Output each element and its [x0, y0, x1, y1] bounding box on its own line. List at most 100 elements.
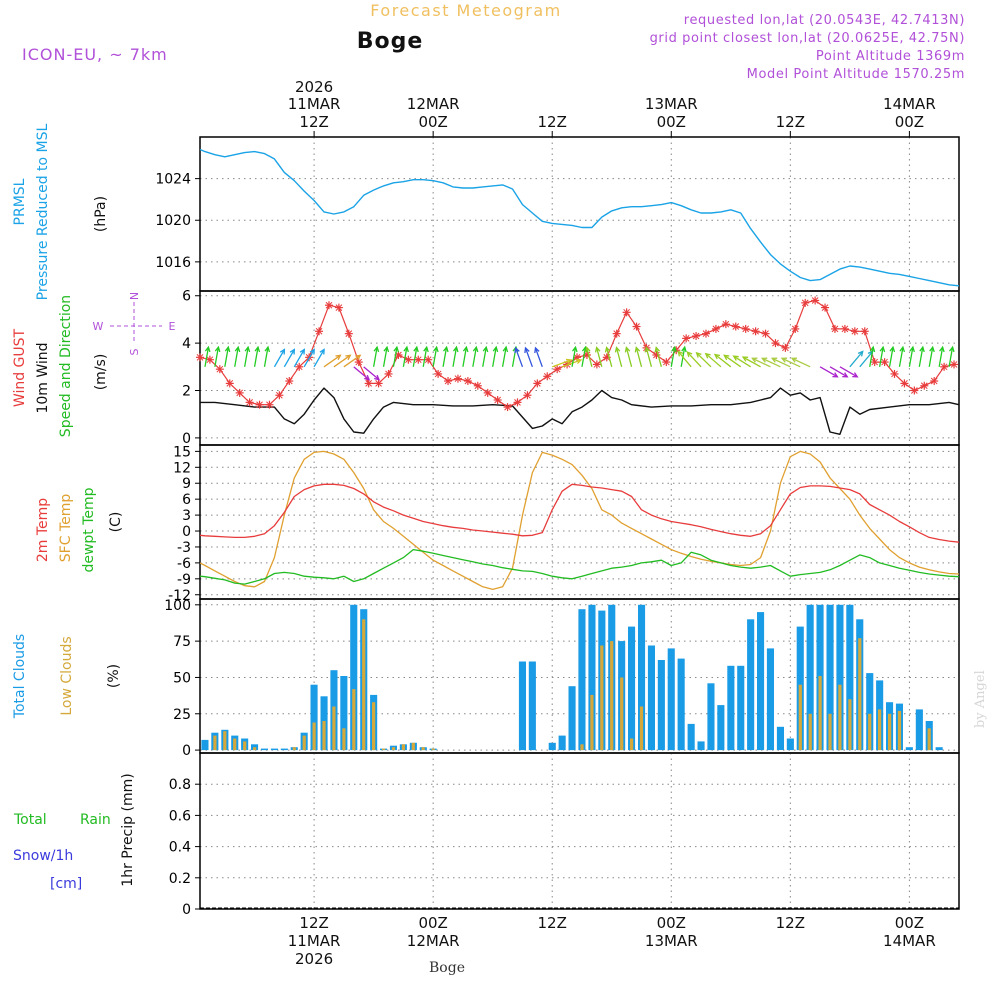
total-cloud-bar [270, 748, 278, 751]
gust-marker [623, 308, 630, 316]
wind-direction-arrowhead [482, 345, 489, 353]
gust-marker [246, 399, 253, 406]
y-tick-label: 0.2 [169, 871, 191, 887]
wind-direction-label: Speed and Direction [58, 295, 74, 437]
total-cloud-bar [727, 665, 735, 751]
gust-marker [266, 401, 273, 409]
gridpoint-coords: grid point closest lon,lat (20.0625E, 42… [650, 31, 965, 46]
wind-direction-arrow [615, 347, 623, 367]
wind-direction-arrow [303, 349, 315, 368]
panels: 1016102010240246-12-9-6-3036912150255075… [155, 136, 960, 918]
wind-direction-arrowhead [644, 346, 651, 353]
gust-marker [920, 382, 928, 390]
precip-unit: 1hr Precip (mm) [120, 773, 136, 886]
total-cloud-bar [201, 739, 209, 751]
pressure-label-1: PRMSL [12, 178, 28, 225]
y-tick-label: 4 [182, 336, 191, 352]
total-cloud-bar [757, 612, 765, 751]
low-cloud-bar [798, 684, 802, 751]
total-cloud-bar [707, 683, 715, 751]
wind-direction-arrowhead [534, 346, 540, 354]
total-cloud-bar [786, 738, 794, 751]
wind-direction-arrow [524, 347, 533, 368]
bottom-tick-date: 12MAR [407, 932, 460, 950]
wind-direction-arrow [705, 353, 722, 368]
wind-direction-arrowhead [433, 345, 439, 353]
wind-direction-arrowhead [760, 357, 768, 363]
wind-direction-arrow [571, 347, 577, 367]
top-tick-hour: 12Z [538, 113, 567, 131]
footer-location: Boge [429, 960, 465, 976]
wind-direction-arrowhead [723, 354, 730, 361]
y-tick-label: -12 [168, 588, 191, 604]
wind-direction-arrowhead [879, 345, 886, 353]
wind-direction-arrowhead [677, 350, 684, 357]
wind-direction-arrowhead [585, 346, 591, 353]
top-tick-date: 14MAR [883, 95, 936, 113]
gust-marker [901, 380, 908, 387]
total-cloud-bar [776, 726, 784, 750]
y-tick-label: 3 [182, 508, 191, 524]
gust-marker [385, 370, 392, 378]
wind-direction-arrowhead [889, 345, 896, 353]
wind-direction-arrow [551, 359, 572, 368]
sfctemp-label: SFC Temp [58, 494, 74, 563]
total-cloud-bar [657, 660, 665, 751]
gust-marker [752, 327, 759, 335]
total-cloud-bar [677, 658, 685, 751]
wind-direction-arrowhead [214, 345, 221, 353]
gust-marker [712, 325, 720, 333]
y-tick-label: 15 [173, 444, 191, 460]
gust-marker [653, 351, 660, 359]
wind-direction-arrowhead [741, 356, 749, 362]
y-tick-label: -9 [177, 572, 191, 588]
gust-marker [325, 301, 333, 309]
gust-marker [811, 297, 819, 304]
y-tick-label: 0.8 [169, 777, 191, 793]
gust-marker [930, 377, 938, 385]
gust-marker [365, 380, 373, 387]
wind-direction-arrowhead [869, 345, 876, 353]
gust-marker [722, 320, 730, 328]
wind-direction-arrowhead [939, 345, 945, 353]
gust-marker [583, 351, 591, 359]
bottom-tick-date: 13MAR [645, 932, 698, 950]
bottom-tick-hour: 12Z [538, 914, 567, 932]
gust-marker [484, 389, 492, 397]
wind-direction-arrowhead [909, 345, 915, 353]
gust-marker [940, 363, 948, 371]
top-tick-date: 13MAR [645, 95, 698, 113]
low-cloud-bar [838, 684, 842, 751]
wind-direction-arrowhead [671, 345, 677, 353]
low-cloud-bar [431, 748, 435, 751]
y-tick-label: 50 [173, 670, 191, 686]
gust-marker [841, 325, 849, 333]
low-cloud-bar [878, 709, 882, 751]
y-tick-label: 0 [182, 743, 191, 759]
wind-direction-arrowhead [383, 345, 390, 353]
y-tick-label: -3 [177, 540, 191, 556]
wind-direction-arrowhead [929, 345, 935, 353]
bottom-tick-year: 2026 [295, 950, 333, 968]
total-cloud-bar [836, 604, 844, 751]
top-tick-hour: 00Z [895, 113, 924, 131]
wind-direction-arrowhead [948, 345, 955, 353]
wind-direction-arrow [635, 347, 643, 367]
total-cloud-bar [737, 665, 745, 751]
gust-marker [861, 327, 869, 335]
gust-marker [831, 325, 839, 333]
wind-direction-arrowhead [309, 348, 315, 355]
wind-direction-arrow [234, 347, 239, 367]
total-cloud-bar [578, 609, 586, 751]
wind-direction-arrow [273, 349, 285, 368]
wind-direction-arrow [677, 351, 692, 368]
total-cloud-bar [350, 604, 358, 751]
gust-marker [593, 361, 601, 368]
wind-direction-arrow [723, 354, 742, 368]
total-cloud-bar [588, 604, 596, 751]
wind-direction-arrow [586, 347, 593, 367]
wind-direction-arrowhead [472, 345, 479, 353]
wind-direction-arrowhead [345, 354, 352, 361]
low-cloud-bar [818, 676, 822, 751]
y-tick-label: 0 [182, 524, 191, 540]
